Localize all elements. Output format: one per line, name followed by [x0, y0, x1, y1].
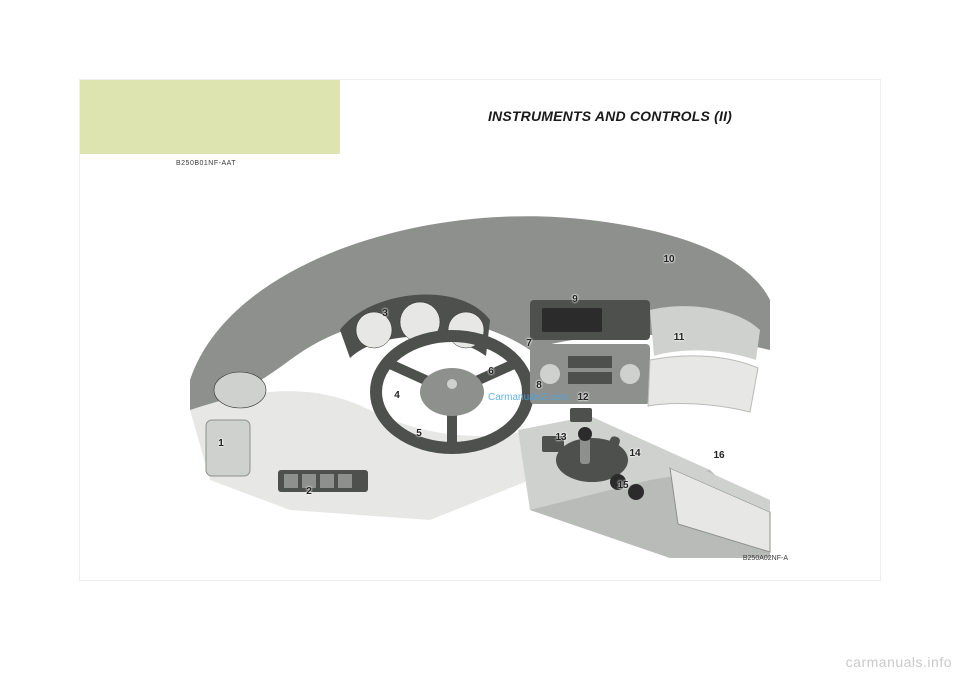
- callout-14: 14: [626, 448, 644, 462]
- footer-watermark: carmanuals.info: [846, 654, 952, 670]
- callout-5: 5: [410, 428, 428, 442]
- page-title: INSTRUMENTS AND CONTROLS (II): [350, 108, 870, 124]
- dashboard-illustration: 1 2 3 4 5 6 7 8 9 10 11 12 13 14 15 16 C…: [170, 180, 790, 560]
- callout-13: 13: [552, 432, 570, 446]
- callout-9: 9: [566, 294, 584, 308]
- callout-7: 7: [520, 338, 538, 352]
- callout-10: 10: [660, 254, 678, 268]
- callout-1: 1: [212, 438, 230, 452]
- image-ref-code: B250A02NF-A: [743, 555, 788, 562]
- title-accent-band: [80, 80, 340, 154]
- callout-11: 11: [670, 332, 688, 346]
- callout-2: 2: [300, 486, 318, 500]
- manual-page: INSTRUMENTS AND CONTROLS (II) B250B01NF-…: [80, 80, 880, 580]
- callout-6: 6: [482, 366, 500, 380]
- callout-16: 16: [710, 450, 728, 464]
- callout-3: 3: [376, 308, 394, 322]
- callout-12: 12: [574, 392, 592, 406]
- callout-4: 4: [388, 390, 406, 404]
- center-watermark: Carmanuals2.com: [488, 392, 569, 403]
- doc-ref-code: B250B01NF-AAT: [176, 160, 236, 167]
- callout-15: 15: [614, 480, 632, 494]
